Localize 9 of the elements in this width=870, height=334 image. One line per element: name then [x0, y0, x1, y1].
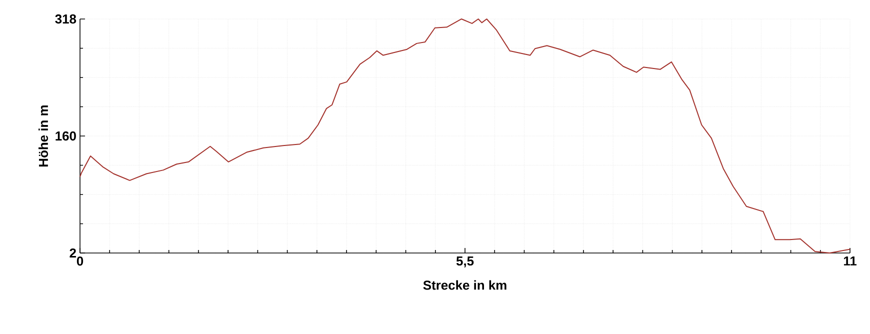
y-tick-label: 318	[55, 14, 76, 24]
y-tick-label: 160	[56, 131, 76, 141]
line-series	[80, 18, 851, 254]
x-axis-title: Strecke in km	[423, 280, 506, 290]
y-tick-label: 2	[70, 248, 76, 258]
x-tick-label: 5,5	[456, 256, 474, 268]
y-axis-title: Höhe in m	[38, 106, 48, 166]
x-tick-label: 0	[76, 256, 84, 266]
x-tick-label: 11	[844, 256, 856, 266]
